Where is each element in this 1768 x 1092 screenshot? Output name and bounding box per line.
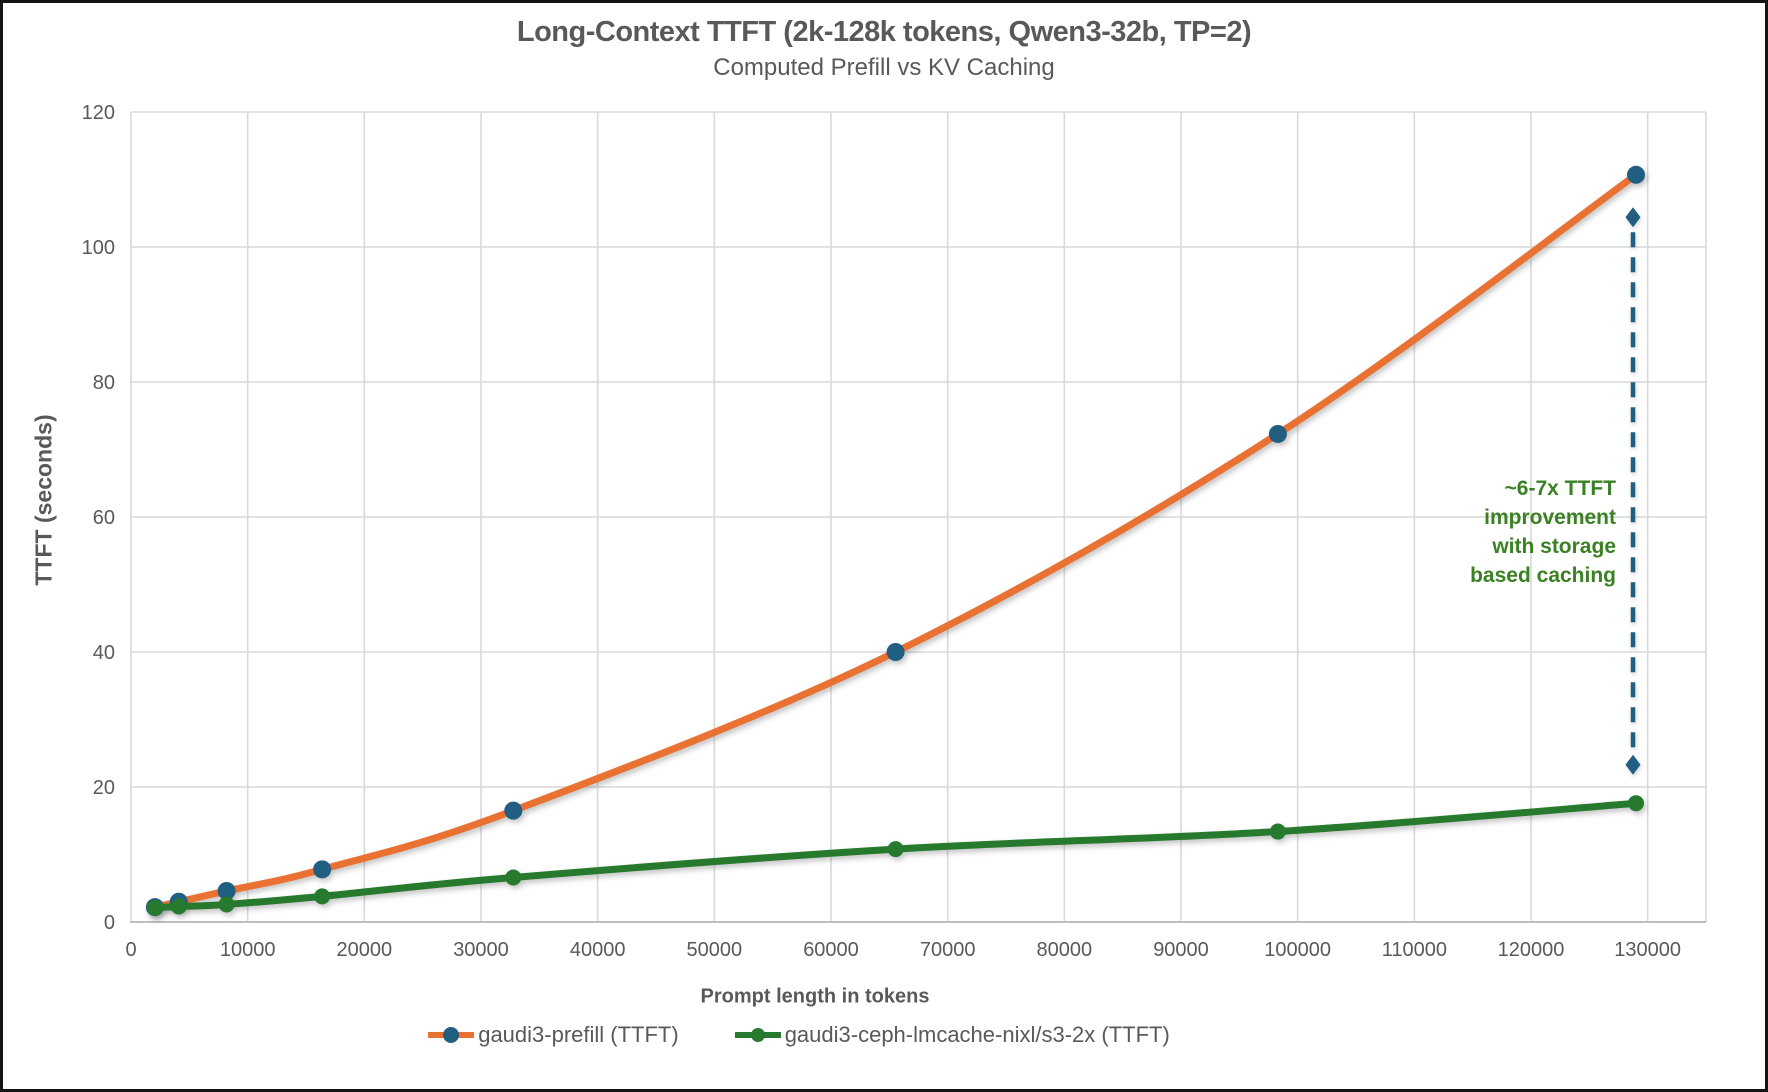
arrow-diamond-icon bbox=[1625, 207, 1641, 228]
x-tick-label: 120000 bbox=[1498, 939, 1565, 961]
y-axis-title: TTFT (seconds) bbox=[30, 414, 57, 586]
x-tick-label: 130000 bbox=[1614, 939, 1681, 961]
y-tick-label: 120 bbox=[82, 102, 115, 124]
data-point-marker bbox=[146, 899, 163, 916]
data-point-marker bbox=[217, 881, 236, 900]
x-tick-label: 30000 bbox=[453, 939, 509, 961]
x-tick-label: 90000 bbox=[1153, 939, 1209, 961]
annotation-line: improvement bbox=[1484, 506, 1616, 529]
data-point-marker bbox=[314, 888, 331, 905]
y-tick-label: 100 bbox=[82, 237, 115, 259]
annotation-line: based caching bbox=[1470, 564, 1616, 587]
data-point-marker bbox=[218, 896, 235, 913]
x-tick-label: 20000 bbox=[337, 939, 393, 961]
legend-item-lmcache: gaudi3-ceph-lmcache-nixl/s3-2x (TTFT) bbox=[734, 1022, 1170, 1048]
legend: gaudi3-prefill (TTFT) gaudi3-ceph-lmcach… bbox=[0, 1022, 1598, 1048]
legend-item-prefill: gaudi3-prefill (TTFT) bbox=[428, 1022, 679, 1048]
y-tick-label: 0 bbox=[104, 912, 115, 934]
data-point-marker bbox=[313, 860, 332, 879]
x-tick-label: 60000 bbox=[803, 939, 859, 961]
series-prefill bbox=[145, 165, 1645, 917]
y-tick-label: 60 bbox=[93, 507, 115, 529]
x-tick-label: 110000 bbox=[1382, 939, 1447, 961]
data-point-marker bbox=[886, 643, 905, 661]
annotation-line: with storage bbox=[1492, 535, 1616, 558]
data-point-marker bbox=[1627, 165, 1645, 184]
x-tick-label: 100000 bbox=[1264, 939, 1331, 961]
legend-swatch-lmcache-icon bbox=[734, 1028, 781, 1042]
legend-label-prefill: gaudi3-prefill (TTFT) bbox=[478, 1022, 679, 1047]
data-point-marker bbox=[1628, 795, 1644, 812]
chart-subtitle: Computed Prefill vs KV Caching bbox=[713, 54, 1055, 81]
annotation-line: ~6-7x TTFT bbox=[1504, 477, 1616, 500]
legend-swatch-prefill-icon bbox=[428, 1027, 475, 1043]
data-point-marker bbox=[887, 841, 904, 858]
data-point-marker bbox=[170, 898, 187, 915]
x-axis-title: Prompt length in tokens bbox=[700, 985, 930, 1008]
series-lmcache bbox=[146, 795, 1644, 916]
arrow-diamond-icon bbox=[1625, 754, 1641, 775]
improvement-arrow bbox=[1625, 207, 1641, 775]
x-tick-label: 50000 bbox=[687, 939, 743, 961]
x-tick-label: 70000 bbox=[920, 939, 976, 961]
legend-label-lmcache: gaudi3-ceph-lmcache-nixl/s3-2x (TTFT) bbox=[784, 1022, 1170, 1047]
y-tick-label: 80 bbox=[93, 372, 115, 394]
data-point-marker bbox=[505, 869, 522, 886]
data-point-marker bbox=[1269, 823, 1286, 840]
chart-title: Long-Context TTFT (2k-128k tokens, Qwen3… bbox=[516, 16, 1252, 48]
data-point-marker bbox=[504, 801, 523, 820]
x-tick-label: 40000 bbox=[570, 939, 626, 961]
x-tick-label: 10000 bbox=[220, 939, 276, 961]
x-tick-label: 0 bbox=[125, 939, 136, 961]
data-point-marker bbox=[1268, 424, 1287, 443]
annotation-text: ~6-7x TTFT improvement with storage base… bbox=[1470, 474, 1616, 590]
x-tick-label: 80000 bbox=[1037, 939, 1093, 961]
y-tick-label: 40 bbox=[93, 642, 115, 664]
y-tick-label: 20 bbox=[93, 777, 115, 799]
